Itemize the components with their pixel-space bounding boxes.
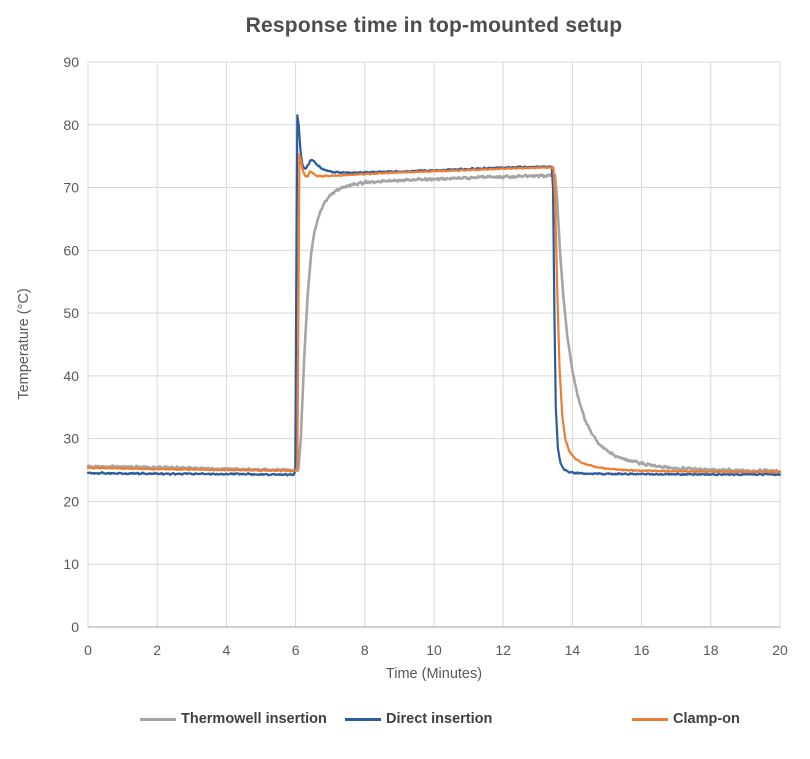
y-tick-label: 90 bbox=[63, 54, 79, 70]
y-tick-label: 50 bbox=[63, 305, 79, 321]
legend-item-direct-insertion: Direct insertion bbox=[345, 706, 492, 732]
y-tick-label: 20 bbox=[63, 493, 79, 509]
series-line-thermowell-insertion bbox=[86, 172, 782, 474]
x-tick-label: 8 bbox=[361, 642, 369, 658]
legend-line-swatch-direct bbox=[345, 717, 381, 721]
y-tick-label: 30 bbox=[63, 431, 79, 447]
y-tick-label: 60 bbox=[63, 242, 79, 258]
x-tick-label: 10 bbox=[426, 642, 442, 658]
legend-item-thermowell-insertion: Thermowell insertion bbox=[140, 706, 327, 732]
y-tick-label: 10 bbox=[63, 556, 79, 572]
x-tick-label: 0 bbox=[84, 642, 92, 658]
x-tick-label: 6 bbox=[292, 642, 300, 658]
legend-line-swatch-thermowell bbox=[140, 717, 176, 721]
series-line-clamp-on bbox=[86, 153, 782, 474]
x-tick-label: 16 bbox=[634, 642, 650, 658]
legend-item-clamp-on: Clamp-on bbox=[632, 706, 740, 732]
x-tick-label: 20 bbox=[772, 642, 788, 658]
x-tick-label: 4 bbox=[223, 642, 231, 658]
chart-title: Response time in top-mounted setup bbox=[245, 14, 623, 37]
plot-area: 0 10 20 30 40 50 60 70 80 90 0 2 4 6 8 10 12 14 16 18 20 bbox=[63, 54, 788, 658]
x-tick-label: 18 bbox=[703, 642, 719, 658]
legend-label-thermowell: Thermowell insertion bbox=[181, 711, 327, 727]
y-tick-label: 40 bbox=[63, 368, 79, 384]
legend-label-clamp-on: Clamp-on bbox=[673, 711, 740, 727]
x-tick-label: 2 bbox=[153, 642, 161, 658]
y-tick-label: 70 bbox=[63, 180, 79, 196]
legend-label-direct: Direct insertion bbox=[386, 711, 493, 727]
x-tick-label: 14 bbox=[565, 642, 581, 658]
y-tick-label: 80 bbox=[63, 117, 79, 133]
legend-line-swatch-clamp-on bbox=[632, 717, 668, 721]
y-tick-label: 0 bbox=[71, 619, 79, 635]
x-axis-title: Time (Minutes) bbox=[385, 666, 483, 682]
legend: Thermowell insertion Direct insertion Cl… bbox=[0, 706, 810, 732]
x-tick-label: 12 bbox=[495, 642, 511, 658]
